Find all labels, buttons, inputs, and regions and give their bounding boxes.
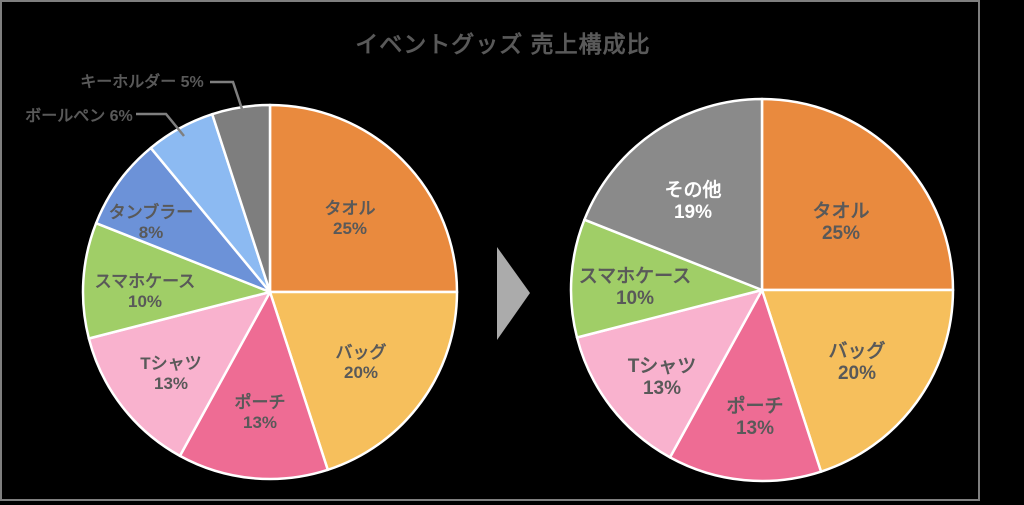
pie-slice bbox=[87, 290, 272, 458]
slice-label: スマホケース 10% bbox=[579, 265, 691, 309]
pie-slice bbox=[178, 290, 330, 481]
leader-line bbox=[136, 112, 185, 137]
pie-slice bbox=[575, 288, 764, 459]
pie-slice bbox=[81, 221, 272, 340]
pie-slice bbox=[583, 97, 764, 292]
pie-slice bbox=[569, 218, 764, 339]
slice-label: タオル 25% bbox=[325, 199, 376, 238]
slice-label: ポーチ 13% bbox=[726, 394, 783, 439]
slice-label: Tシャツ 13% bbox=[140, 354, 201, 393]
pie-slice bbox=[94, 146, 272, 294]
pie-slice bbox=[760, 288, 955, 473]
canvas-border-frame bbox=[0, 0, 980, 501]
page-title: イベントグッズ 売上構成比 bbox=[355, 31, 651, 57]
slice-label: タンブラー 8% bbox=[109, 202, 194, 242]
leader-line bbox=[210, 80, 245, 113]
pie-slice bbox=[668, 288, 823, 483]
slice-label: スマホケース 10% bbox=[95, 272, 196, 311]
slice-label: バッグ 20% bbox=[828, 339, 885, 384]
pie-slice bbox=[760, 97, 955, 292]
slice-label: その他 19% bbox=[664, 178, 721, 223]
slice-label: ポーチ 13% bbox=[235, 392, 286, 432]
slice-label: Tシャツ 13% bbox=[628, 356, 697, 399]
slice-label: タオル 25% bbox=[812, 200, 869, 244]
slice-callout-label: ボールペン 6% bbox=[25, 107, 133, 125]
slice-label: バッグ 20% bbox=[336, 342, 387, 382]
pie-slice bbox=[268, 290, 459, 472]
slice-callout-label: キーホルダー 5% bbox=[80, 72, 204, 91]
sales-mix-before: タオル 25% バッグ 20% ポーチ 13% Tシャツ 13% スマホケース 10% タンブラー 8… bbox=[25, 72, 459, 481]
pie-slice bbox=[268, 103, 459, 294]
sales-mix-after: タオル 25% バッグ 20% ポーチ 13% Tシャツ 13% スマホケース 10% その他 19% bbox=[569, 97, 955, 483]
transform-arrow-icon bbox=[497, 247, 530, 340]
